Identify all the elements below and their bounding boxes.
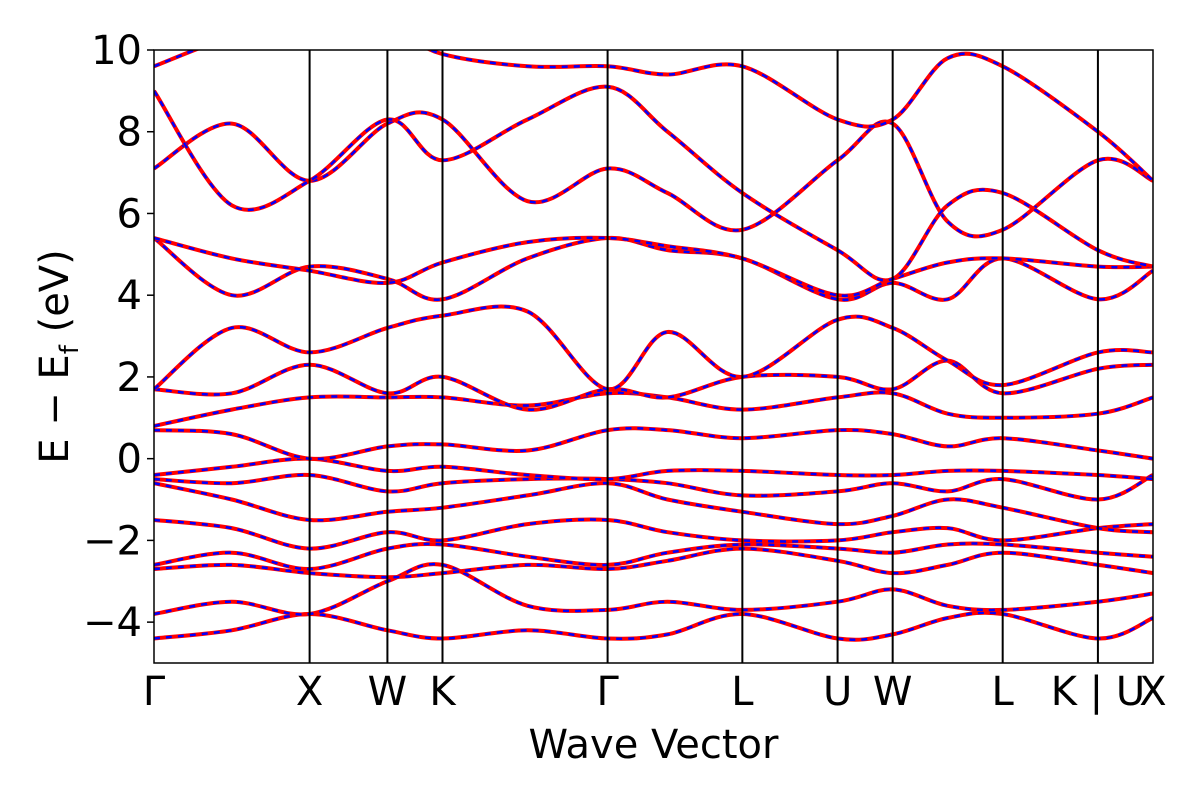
y-axis-label-main: E − E [32, 354, 78, 464]
band-line-dashed [154, 359, 1153, 411]
band-line-solid [154, 235, 1153, 302]
y-tick-label: −2 [83, 518, 142, 564]
band-lines [154, 50, 1153, 642]
plot-frame [153, 49, 1154, 664]
y-axis-label: E − Ef (eV) [32, 249, 85, 464]
x-tick-label: K | U [1051, 669, 1145, 715]
y-axis-label-sub: f [55, 344, 85, 354]
band-line-dashed [154, 542, 1153, 571]
band-line-dashed [154, 457, 1153, 481]
x-tick-label: W [368, 669, 408, 715]
band-line-dashed [154, 611, 1153, 642]
x-tick-label: Γ [143, 669, 166, 715]
band-line-dashed [154, 426, 1153, 461]
band-line-dashed [154, 481, 1153, 534]
y-axis-ticks: −4 −2 0 2 4 6 8 10 [83, 28, 154, 646]
band-line-dashed [154, 111, 1153, 238]
y-tick-label: 0 [117, 437, 142, 483]
band-line-dashed [154, 85, 1153, 282]
band-line-dashed [154, 50, 1153, 182]
y-tick-label: 2 [117, 355, 142, 401]
band-line-dashed [154, 518, 1153, 550]
x-tick-label: U [823, 669, 852, 715]
x-tick-label: L [731, 669, 754, 715]
y-tick-label: −4 [83, 600, 142, 646]
band-line-dashed [154, 562, 1153, 616]
x-tick-label: W [873, 669, 913, 715]
y-axis-label-unit: (eV) [32, 249, 78, 345]
y-tick-label: 6 [117, 191, 142, 237]
band-line-solid [154, 546, 1153, 580]
y-tick-label: 4 [117, 273, 142, 319]
x-tick-label: L [992, 669, 1015, 715]
y-tick-label: 8 [117, 110, 142, 156]
x-tick-label: X [296, 669, 323, 715]
band-line-dashed [154, 473, 1153, 501]
band-line-dashed [154, 236, 1153, 297]
y-tick-label: 10 [91, 28, 142, 74]
x-tick-label: X [1139, 669, 1166, 715]
x-tick-label: Γ [596, 669, 619, 715]
high-symmetry-lines [308, 50, 1099, 663]
x-axis-label: Wave Vector [529, 722, 780, 768]
x-tick-label: K [429, 669, 457, 715]
band-line-dashed [154, 305, 1153, 391]
